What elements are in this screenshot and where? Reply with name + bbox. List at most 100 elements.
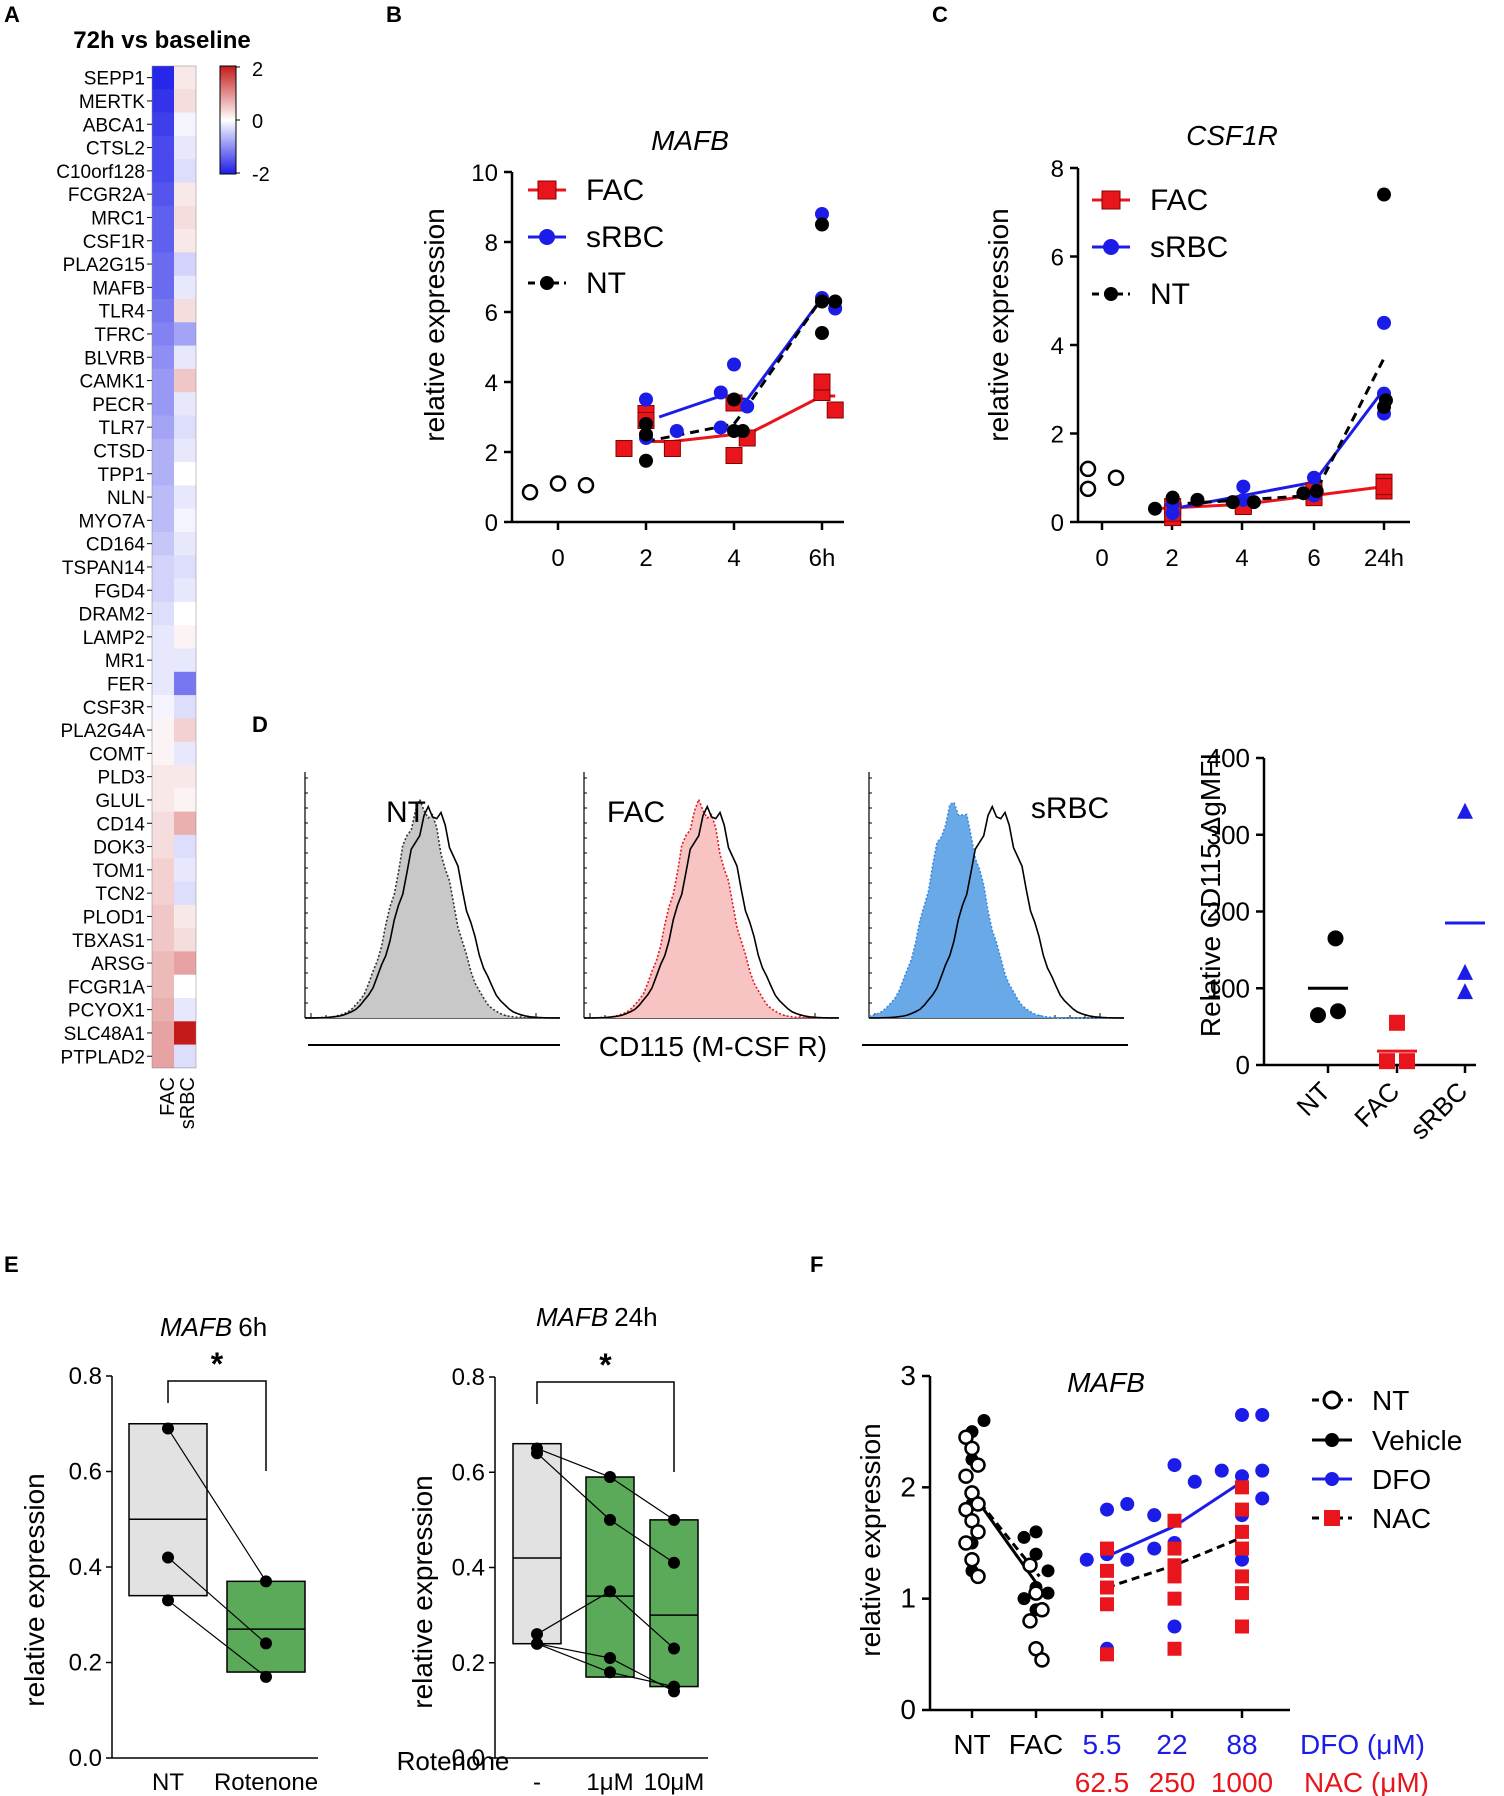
y-tick-label: 0.6 [69,1459,102,1486]
data-point-dfo [1167,1619,1182,1634]
data-point-nac [1100,1647,1114,1662]
mafb-y-label: relative expression [419,208,450,441]
heatmap-cell [174,345,196,370]
heatmap-cell [152,811,174,836]
data-point-srbc [1457,963,1473,980]
data-point-nt [639,453,653,468]
mafb-timecourse-panel: MAFB relative expression 0 2 4 6 8 10 0 2 4 6h FA… [419,125,844,572]
data-point-nt [970,1457,986,1473]
data-point-nt [958,1535,974,1551]
mafb-6h-y-label: relative expression [19,1473,50,1706]
histogram-control-outline [868,804,1125,1019]
box [649,1519,699,1688]
data-point-nt [964,1551,980,1568]
data-point-nt [1022,1613,1038,1629]
mafb-title: MAFB [651,125,729,156]
heatmap-row-label: LAMP2 [83,628,145,649]
heatmap-cell [174,508,196,533]
nac-unit-label: NAC (μM) [1304,1767,1429,1796]
heatmap-cell [174,462,196,486]
data-point-fac [1399,1053,1415,1070]
heatmap-cell [152,1044,174,1069]
data-point-nt [727,392,741,407]
data-point-fac [1389,1014,1405,1031]
paired-point [260,1670,272,1683]
heatmap-cell [152,89,174,113]
data-point-dfo [1100,1502,1114,1517]
x-tick-label: NT [1291,1076,1337,1122]
heatmap-cell [152,648,174,673]
data-point-dfo [1167,1458,1182,1473]
heatmap-cell [152,229,174,253]
histogram-label-nt: NT [386,796,426,829]
csf1r-y-label: relative expression [983,208,1014,441]
baseline-point [1079,480,1097,498]
significance-bracket [167,1380,267,1471]
heatmap-cell [152,205,174,230]
data-point-srbc [639,392,653,407]
panel-label-f: F [810,1252,823,1277]
heatmap-cell [152,718,174,742]
histogram-srbc [868,772,1125,1019]
pair-line [167,1428,267,1582]
data-point-nt [1377,187,1391,202]
heatmap-cell [174,974,196,999]
x-tick-label: 6 [1307,545,1320,572]
data-point-nt [970,1568,986,1585]
y-tick-label: 200 [1207,897,1250,927]
heatmap-row-label: CTSL2 [86,139,145,160]
x-tick-label: NT [953,1729,990,1760]
data-point-nt [964,1440,980,1457]
heatmap-cell [174,695,196,719]
y-tick-label: 0.0 [69,1745,102,1772]
y-tick-label: 0.8 [452,1364,485,1391]
y-tick-label: 0.8 [69,1363,102,1390]
heatmap-row-label: PCYOX1 [68,1001,145,1022]
panel-label-e: E [4,1252,19,1277]
heatmap-row-label: TLR4 [99,302,146,323]
data-point-fac [826,401,844,419]
pair-line [167,1599,267,1678]
heatmap-row-label: COMT [89,744,145,765]
heatmap-cell [174,671,196,696]
x-tick-label: NT [152,1769,184,1796]
paired-point [260,1575,272,1588]
heatmap-row-label: NLN [107,488,145,509]
legend-label-nt: NT [1372,1385,1409,1416]
histogram-filled-area [869,802,1124,1018]
heatmap-cell [152,532,174,556]
data-point-nac [1100,1580,1114,1595]
heatmap-row-label: TSPAN14 [62,558,146,579]
heatmap-cell [174,1044,196,1069]
nac-dose-label: 62.5 [1075,1767,1130,1796]
heatmap-cell [152,788,174,812]
heatmap-cell [152,951,174,975]
legend-label-nt: NT [1150,278,1190,311]
data-point-nt [639,427,653,442]
heatmap-row-label: PLOD1 [83,907,145,928]
heatmap-row-label: TBXAS1 [72,931,145,952]
histogram-control-outline [583,804,840,1019]
heatmap-cell [174,89,196,113]
paired-point [668,1685,680,1698]
data-point-dfo [1120,1552,1135,1567]
mafb-24h-y-label: relative expression [407,1475,438,1708]
y-tick-label: 6 [485,300,498,327]
baseline-point [521,484,539,501]
flow-histograms: NT FAC sRBC CD115 (M-CSF R) [304,772,1128,1062]
data-point-dfo [1255,1407,1270,1422]
legend-marker-nt [1104,287,1118,301]
heatmap-cell [152,275,174,300]
heatmap-cell [174,881,196,906]
y-tick-label: 10 [471,160,498,187]
heatmap-row-label: TOM1 [93,861,145,882]
heatmap-row-label: CSF1R [83,232,145,253]
mafb-dfo-nac-panel: MAFB relative expression 0 1 2 3 NT FAC 5.5 22 8… [855,1360,1462,1796]
data-point-nt [1165,490,1180,505]
legend-marker-fac [537,180,557,200]
histogram-label-srbc: sRBC [1031,792,1109,825]
paired-point [531,1628,543,1641]
heatmap-row-label: PLA2G4A [61,721,146,742]
heatmap-row-label: ARSG [91,954,145,975]
heatmap-cell [152,601,174,626]
